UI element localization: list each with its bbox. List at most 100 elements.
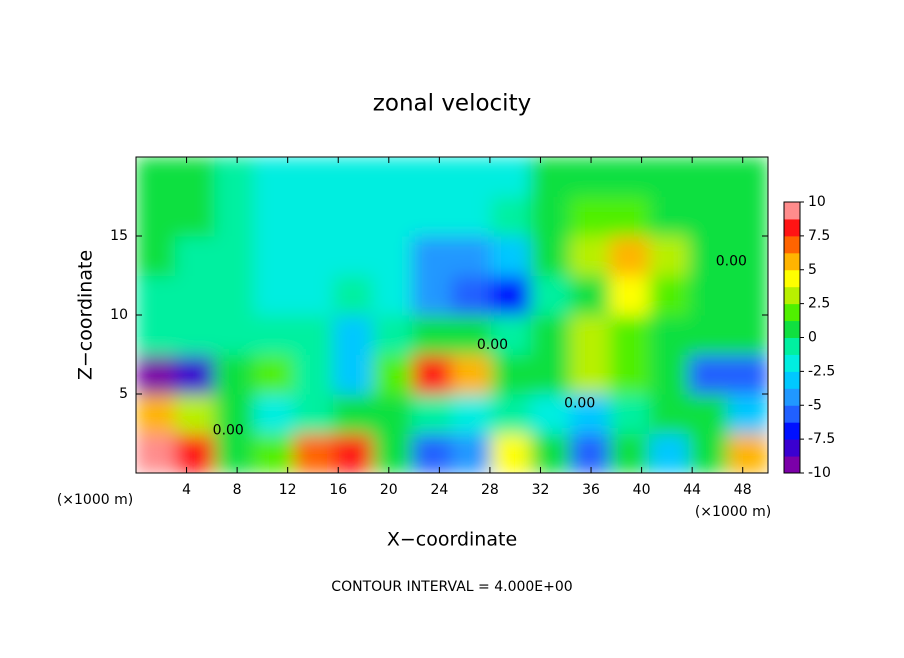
- colorbar-swatch: [784, 405, 800, 423]
- colorbar-tick-label: -7.5: [808, 431, 835, 447]
- contour-label: 0.00: [213, 422, 244, 438]
- field-cell: [728, 314, 768, 355]
- colorbar-swatch: [784, 202, 800, 220]
- y-tick-label: 5: [119, 386, 128, 402]
- x-tick-label: 32: [532, 482, 550, 498]
- field-cell: [530, 314, 571, 355]
- field-cell: [570, 157, 611, 197]
- field-cell: [254, 196, 295, 237]
- field-cell: [451, 393, 492, 434]
- field-cell: [136, 235, 176, 276]
- field-cell: [688, 196, 729, 237]
- x-tick-label: 20: [380, 482, 398, 498]
- field-cell: [136, 433, 176, 473]
- field-cell: [649, 235, 690, 276]
- field-cell: [214, 196, 255, 237]
- field-cell: [214, 314, 255, 355]
- field-cell: [609, 354, 650, 395]
- field-cell: [728, 393, 768, 434]
- field-cell: [451, 196, 492, 237]
- field-cell: [570, 196, 611, 237]
- field-cell: [175, 354, 216, 395]
- field-cell: [214, 393, 255, 434]
- field-cell: [649, 157, 690, 197]
- field-cell: [293, 275, 334, 316]
- field-cell: [372, 157, 413, 197]
- colorbar-tick-label: -10: [808, 465, 831, 481]
- x-tick-label: 44: [683, 482, 701, 498]
- field-cell: [293, 235, 334, 276]
- field-cell: [609, 433, 650, 473]
- field-cell: [649, 354, 690, 395]
- field-cell: [254, 235, 295, 276]
- contour-label: 0.00: [564, 395, 595, 411]
- field-cell: [333, 433, 374, 473]
- field-cell: [451, 433, 492, 473]
- field-cell: [609, 314, 650, 355]
- field-cell: [688, 314, 729, 355]
- field-cell: [570, 275, 611, 316]
- field-cell: [333, 275, 374, 316]
- field-cell: [254, 314, 295, 355]
- field-cell: [412, 433, 453, 473]
- field-cell: [609, 196, 650, 237]
- field-cell: [372, 235, 413, 276]
- field-cell: [530, 235, 571, 276]
- field-cell: [333, 157, 374, 197]
- x-axis-label: X−coordinate: [387, 529, 517, 551]
- field-cell: [728, 433, 768, 473]
- colorbar-swatch: [784, 354, 800, 372]
- field-cell: [333, 196, 374, 237]
- colorbar-swatch: [784, 218, 800, 237]
- field-cell: [372, 314, 413, 355]
- colorbar-tick-label: 5: [808, 262, 817, 278]
- field-cell: [530, 275, 571, 316]
- field-cell: [136, 275, 176, 316]
- field-cell: [649, 314, 690, 355]
- y-tick-label: 10: [110, 307, 128, 323]
- field-cell: [451, 354, 492, 395]
- colorbar-swatch: [784, 439, 800, 457]
- field-cell: [609, 235, 650, 276]
- field-cell: [412, 314, 453, 355]
- field-cell: [688, 393, 729, 434]
- x-tick-label: 36: [582, 482, 600, 498]
- field-cell: [293, 157, 334, 197]
- x-tick-label: 8: [233, 482, 242, 498]
- field-cell: [372, 196, 413, 237]
- field-cell: [688, 275, 729, 316]
- overlay: 4 8 12 16 20 24 28 32 36 40 44 48510150.000.000.000…: [110, 156, 835, 498]
- field-cell: [372, 275, 413, 316]
- colorbar-swatch: [784, 235, 800, 254]
- field-cell: [214, 157, 255, 197]
- colorbar-tick-label: 2.5: [808, 296, 830, 312]
- colorbar-swatch: [784, 320, 800, 338]
- field-cell: [728, 235, 768, 276]
- field-cell: [649, 393, 690, 434]
- field-cell: [688, 433, 729, 473]
- field-cell: [412, 354, 453, 395]
- colorbar-swatch: [784, 269, 800, 288]
- field-cell: [293, 433, 334, 473]
- field-cell: [214, 235, 255, 276]
- field-cell: [412, 157, 453, 197]
- colorbar-tick-label: -2.5: [808, 363, 835, 379]
- y-axis-label: Z−coordinate: [75, 250, 97, 380]
- colorbar-swatch: [784, 388, 800, 406]
- field-cell: [136, 196, 176, 237]
- field-cell: [728, 157, 768, 197]
- field-cell: [214, 354, 255, 395]
- field-cell: [609, 275, 650, 316]
- contour-label: 0.00: [716, 253, 747, 269]
- field-cell: [728, 275, 768, 316]
- field-cell: [175, 433, 216, 473]
- x-axis-unit: (×1000 m): [695, 504, 771, 520]
- field-cell: [530, 354, 571, 395]
- field-cell: [491, 275, 532, 316]
- field-cell: [530, 393, 571, 434]
- field-cell: [649, 433, 690, 473]
- colorbar-tick-label: -5: [808, 397, 822, 413]
- field-cell: [372, 433, 413, 473]
- field-cell: [412, 393, 453, 434]
